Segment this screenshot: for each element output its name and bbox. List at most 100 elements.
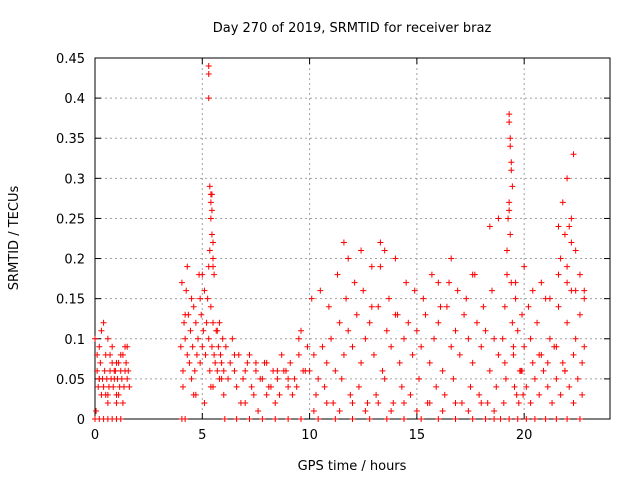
- x-tick-label: 0: [91, 428, 99, 443]
- data-point: [559, 199, 566, 206]
- data-point: [210, 239, 217, 246]
- data-point: [499, 335, 506, 342]
- data-point: [210, 263, 217, 270]
- data-point: [343, 295, 350, 302]
- data-point: [207, 215, 214, 222]
- data-point: [323, 399, 330, 406]
- data-point: [564, 279, 571, 286]
- data-point: [358, 359, 365, 366]
- data-point: [480, 303, 487, 310]
- data-point: [101, 367, 108, 374]
- data-point: [508, 167, 515, 174]
- data-point: [512, 295, 519, 302]
- data-point: [379, 367, 386, 374]
- data-point: [225, 375, 232, 382]
- data-point: [435, 279, 442, 286]
- data-point: [104, 399, 111, 406]
- data-point: [507, 231, 514, 238]
- data-point: [190, 303, 197, 310]
- data-point: [351, 279, 358, 286]
- data-point: [182, 335, 189, 342]
- data-point: [117, 416, 124, 422]
- data-point: [388, 407, 395, 414]
- data-point: [246, 351, 253, 358]
- data-point: [377, 239, 384, 246]
- data-point: [229, 335, 236, 342]
- data-point: [215, 343, 222, 350]
- data-point: [187, 327, 194, 334]
- data-point: [505, 215, 512, 222]
- data-point: [564, 175, 571, 182]
- data-point: [272, 399, 279, 406]
- data-point: [285, 375, 292, 382]
- data-point: [240, 375, 247, 382]
- data-point: [205, 335, 212, 342]
- data-point: [473, 319, 480, 326]
- data-point: [509, 183, 516, 190]
- data-point: [97, 359, 104, 366]
- data-point: [507, 135, 514, 142]
- data-point: [113, 399, 120, 406]
- data-point: [272, 416, 279, 422]
- data-point: [263, 391, 270, 398]
- data-point: [568, 215, 575, 222]
- data-point: [206, 367, 213, 374]
- data-point: [579, 391, 586, 398]
- data-point: [321, 383, 328, 390]
- data-point: [94, 351, 101, 358]
- data-point: [362, 407, 369, 414]
- x-tick-label: 15: [409, 428, 426, 443]
- data-point: [568, 239, 575, 246]
- data-point: [454, 287, 461, 294]
- y-tick-label: 0.3: [64, 172, 85, 187]
- data-point: [182, 416, 189, 422]
- data-point: [219, 335, 226, 342]
- data-point: [334, 271, 341, 278]
- data-point: [246, 416, 253, 422]
- data-point: [285, 383, 292, 390]
- y-axis-label: SRMTID / TECUs: [7, 186, 22, 291]
- data-point: [315, 416, 322, 422]
- data-point: [278, 351, 285, 358]
- data-point: [178, 279, 185, 286]
- data-point: [186, 359, 193, 366]
- x-axis-label: GPS time / hours: [298, 459, 407, 474]
- data-point: [557, 255, 564, 262]
- data-point: [388, 343, 395, 350]
- data-point: [426, 359, 433, 366]
- data-point: [418, 343, 425, 350]
- data-point: [310, 351, 317, 358]
- data-point: [211, 351, 218, 358]
- data-point: [383, 327, 390, 334]
- data-point: [336, 319, 343, 326]
- data-point: [506, 199, 513, 206]
- data-point: [218, 375, 225, 382]
- data-point: [561, 367, 568, 374]
- data-point: [190, 391, 197, 398]
- data-point: [206, 183, 213, 190]
- data-point: [544, 359, 551, 366]
- data-point: [467, 383, 474, 390]
- data-point: [506, 119, 513, 126]
- data-point: [115, 391, 122, 398]
- data-point: [233, 416, 240, 422]
- data-point: [123, 359, 130, 366]
- data-point: [576, 271, 583, 278]
- data-point: [521, 343, 528, 350]
- data-point: [523, 416, 530, 422]
- y-tick-label: 0.2: [64, 253, 85, 268]
- y-tick-label: 0.45: [56, 52, 85, 67]
- data-point: [443, 303, 450, 310]
- y-tick-label: 0.35: [56, 132, 85, 147]
- data-point: [221, 416, 228, 422]
- data-point: [276, 391, 283, 398]
- data-point: [188, 375, 195, 382]
- data-point: [564, 416, 571, 422]
- data-point: [409, 351, 416, 358]
- data-point: [484, 399, 491, 406]
- data-point: [124, 343, 131, 350]
- data-point: [469, 359, 476, 366]
- data-point: [317, 287, 324, 294]
- data-point: [491, 416, 498, 422]
